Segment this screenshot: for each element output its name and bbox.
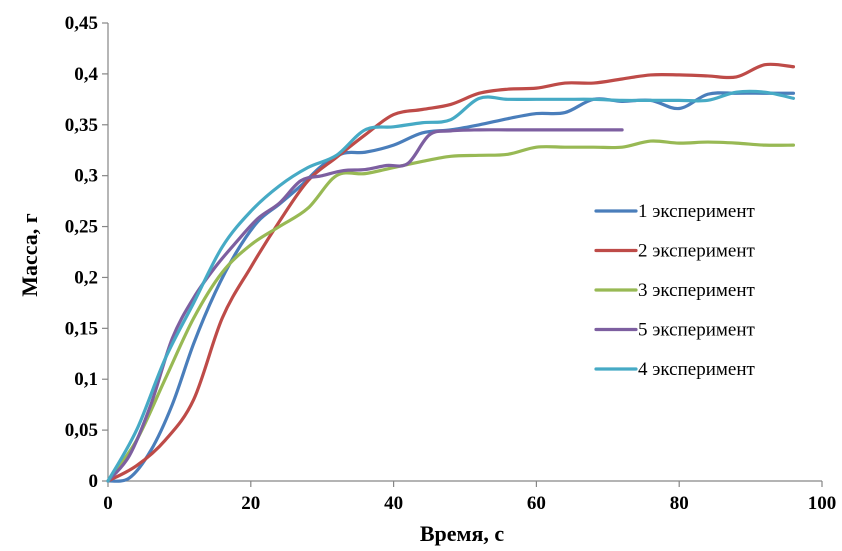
x-axis-ticks: 0 20 40 60 80 100 [103, 481, 836, 514]
y-tick-label: 0,2 [74, 267, 98, 288]
y-tick-label: 0,1 [74, 369, 98, 390]
legend-label: 5 эксперимент [638, 320, 755, 341]
x-tick-label: 60 [527, 493, 546, 514]
y-tick-label: 0,05 [65, 420, 98, 441]
legend-label: 2 эксперимент [638, 241, 755, 262]
x-tick-label: 80 [670, 493, 689, 514]
x-tick-label: 20 [241, 493, 260, 514]
series-line-2 [106, 62, 796, 483]
series-line-4 [106, 128, 624, 483]
y-tick-label: 0,25 [65, 217, 98, 238]
legend: 1 эксперимент 2 эксперимент 3 эксперимент 5… [594, 201, 755, 380]
x-tick-label: 40 [384, 493, 403, 514]
series-lines [106, 62, 796, 483]
series-line-1 [106, 91, 796, 483]
series-line-5 [106, 89, 796, 483]
legend-label: 3 эксперимент [638, 280, 755, 301]
y-axis-ticks: 0 0,05 0,1 0,15 0,2 0,25 0,3 0,35 0,4 0,45 [65, 13, 108, 492]
legend-label: 4 эксперимент [638, 359, 755, 380]
y-axis-title: Масса, г [17, 213, 42, 297]
x-axis-title: Время, с [420, 521, 505, 546]
x-tick-label: 0 [103, 493, 113, 514]
y-tick-label: 0,45 [65, 13, 98, 34]
y-tick-label: 0,3 [74, 166, 98, 187]
x-tick-label: 100 [808, 493, 837, 514]
y-tick-label: 0 [89, 471, 99, 492]
y-tick-label: 0,35 [65, 115, 98, 136]
y-tick-label: 0,4 [74, 64, 98, 85]
y-tick-label: 0,15 [65, 318, 98, 339]
series-line-3 [106, 139, 796, 483]
axes [107, 23, 822, 482]
legend-label: 1 эксперимент [638, 201, 755, 222]
